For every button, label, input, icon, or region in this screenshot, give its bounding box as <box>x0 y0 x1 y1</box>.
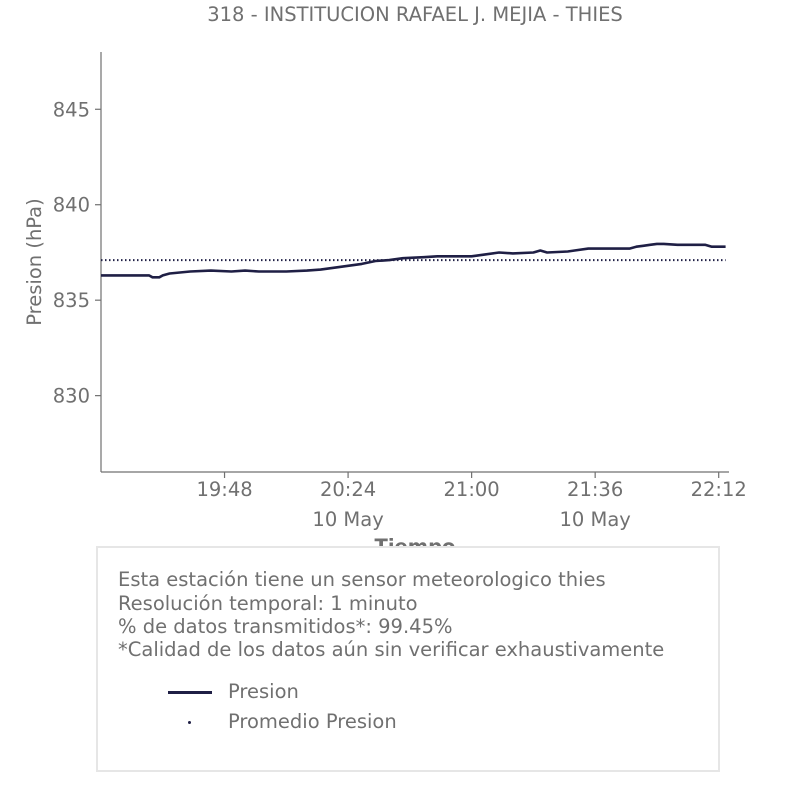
x-tick-label-4: 22:12 <box>691 478 747 501</box>
legend-label-promedio: Promedio Presion <box>228 710 397 733</box>
plot-area: 830 835 840 845 19:48 20:24 10 May 21:00 21:36 10… <box>53 98 747 531</box>
y-tick-label-1: 835 <box>53 289 90 312</box>
series-line-presion <box>101 242 726 279</box>
x-tick-label-1: 20:24 <box>320 478 376 501</box>
info-line-resolution: Resolución temporal: 1 minuto <box>118 592 418 615</box>
info-line-transmitted: % de datos transmitidos*: 99.45% <box>118 615 453 638</box>
legend-label-presion: Presion <box>228 680 299 703</box>
x-tick-label-3: 21:36 <box>567 478 623 501</box>
x-tick-label-0: 19:48 <box>196 478 252 501</box>
chart-title: 318 - INSTITUCION RAFAEL J. MEJIA - THIE… <box>207 3 623 26</box>
x-tick-sublabel-1: 10 May <box>312 508 383 531</box>
y-tick-label-3: 845 <box>53 98 90 121</box>
info-line-quality-note: *Calidad de los datos aún sin verificar … <box>118 638 665 661</box>
legend-line-swatch <box>168 691 212 694</box>
y-tick-label-0: 830 <box>53 385 90 408</box>
legend-dot-swatch <box>188 721 191 724</box>
y-axis-label: Presion (hPa) <box>23 198 46 325</box>
info-box: Esta estación tiene un sensor meteorolog… <box>96 546 720 772</box>
x-tick-sublabel-3: 10 May <box>559 508 630 531</box>
y-tick-label-2: 840 <box>53 194 90 217</box>
info-line-station: Esta estación tiene un sensor meteorolog… <box>118 568 606 591</box>
x-tick-label-2: 21:00 <box>444 478 500 501</box>
